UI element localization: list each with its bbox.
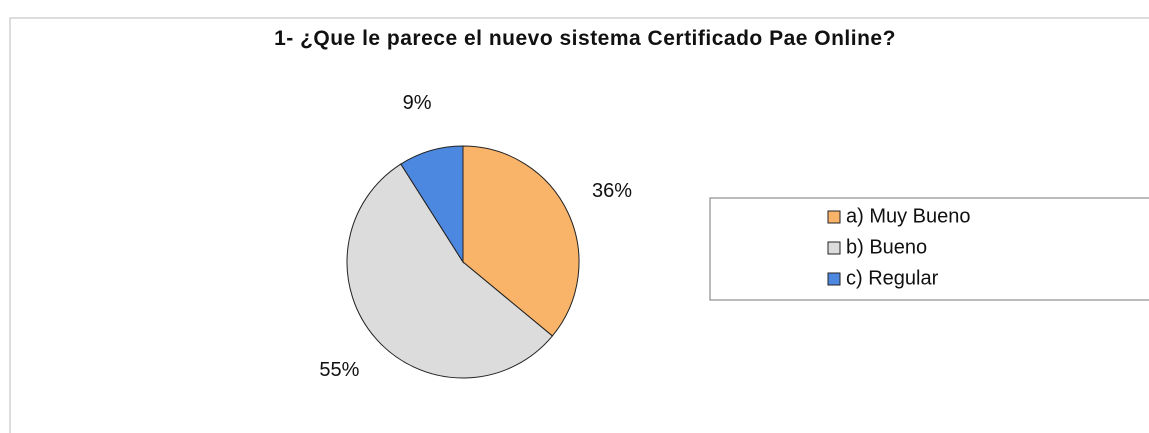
pie-slice — [462, 145, 580, 337]
pie-slice — [346, 163, 554, 379]
data-label: 55% — [319, 359, 359, 381]
legend-swatch — [827, 210, 841, 224]
data-label: 9% — [403, 92, 432, 114]
legend-label: a) Muy Bueno — [846, 205, 971, 227]
pie-slice — [400, 145, 464, 264]
legend-box — [709, 197, 1149, 301]
chart-frame — [9, 17, 1149, 433]
legend-label: b) Bueno — [846, 236, 927, 258]
chart-title: 1- ¿Que le parece el nuevo sistema Certi… — [274, 27, 896, 50]
legend-label: c) Regular — [846, 267, 939, 289]
legend-swatch — [827, 272, 841, 286]
data-label: 36% — [592, 180, 632, 202]
legend-swatch — [827, 241, 841, 255]
